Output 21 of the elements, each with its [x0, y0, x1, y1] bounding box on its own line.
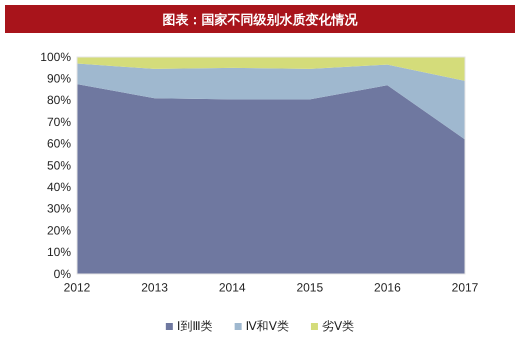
legend-label: Ⅳ和Ⅴ类: [246, 319, 289, 333]
x-tick-label: 2017: [452, 280, 479, 295]
y-tick-label: 30%: [46, 202, 72, 216]
y-tick-label: 70%: [46, 114, 72, 129]
x-tick-label: 2012: [64, 280, 91, 295]
y-tick-label: 10%: [46, 245, 72, 260]
y-tick-label: 80%: [46, 93, 72, 108]
x-tick-label: 2015: [296, 280, 324, 295]
x-tick-label: 2016: [374, 280, 402, 295]
chart-title: 图表：国家不同级别水质变化情况: [162, 12, 358, 28]
y-tick-label: 50%: [46, 158, 72, 172]
x-tick-label: 2013: [141, 280, 168, 295]
y-tick-label: 40%: [46, 180, 72, 194]
legend-label: Ⅰ到Ⅲ类: [176, 319, 213, 333]
y-tick-label: 60%: [46, 136, 72, 151]
x-tick-label: 2014: [218, 280, 246, 295]
y-tick-label: 0%: [54, 266, 72, 281]
y-tick-label: 100%: [40, 50, 72, 64]
y-tick-label: 90%: [46, 72, 72, 86]
y-tick-label: 20%: [46, 223, 72, 238]
legend-label: 劣Ⅴ类: [322, 319, 354, 333]
